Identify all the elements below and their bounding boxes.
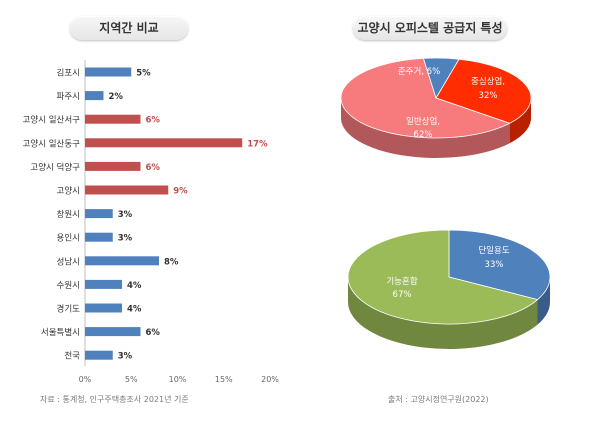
bar [85,161,141,171]
pie-slice-label: 단일용도 [478,245,509,256]
category-label: 고양시 일산동구 [23,138,81,149]
value-label: 4% [127,281,142,291]
pie-slice-label: 일반상업, [406,116,440,127]
pie-slice-label: 33% [485,260,504,270]
value-label: 6% [146,163,161,173]
value-label: 6% [146,116,161,126]
category-label: 고양시 [57,186,80,197]
category-label: 파주시 [57,92,80,102]
bar [85,350,113,360]
pie-slice [448,229,551,301]
x-tick-label: 20% [261,375,279,384]
value-label: 6% [146,328,161,338]
value-label: 3% [118,352,133,362]
pie-slice-label: 67% [393,290,412,300]
value-label: 2% [109,92,124,102]
category-label: 창원시 [57,210,80,220]
bar-chart-source-note: 자료 : 통계청, 인구주택총조사 2021년 기준 [40,395,189,404]
x-tick-label: 10% [169,375,187,384]
pie-chart-title: 고양시 오피스텔 공급지 특성 [353,16,507,40]
pie-slice-label: 중심상업, [471,76,505,87]
pie-slice-label: 32% [479,91,498,101]
pie-slice [422,57,460,99]
pie-slice-label: 62% [414,130,433,140]
bar [85,138,243,148]
bar [85,209,113,219]
pie-slice [347,229,539,325]
bar [85,114,141,124]
pie-chart-2: 단일용도 33% 기능혼합 67% [347,229,551,349]
bar [85,185,169,195]
x-tick-label: 5% [125,375,138,384]
pie-slice-label: 준주거, 6% [398,67,440,77]
category-label: 고양시 일산서구 [23,115,81,126]
category-label: 수원시 [57,281,80,291]
bar [85,67,132,77]
category-label: 전국 [64,351,80,362]
value-label: 3% [118,210,133,220]
pie-chart-1: 중심상업, 32% 일반상업, 62% 준주거, 6% [340,57,532,158]
category-label: 서울특별시 [41,327,80,338]
x-tick-label: 15% [215,375,233,384]
value-label: 5% [136,69,151,79]
value-label: 17% [247,139,268,149]
value-label: 4% [127,305,142,315]
pie-slice-side [348,277,538,349]
pie-chart-source-note: 출처 : 고양시정연구원(2022) [388,395,489,404]
category-label: 용인시 [57,233,80,244]
bar [85,256,159,266]
value-label: 8% [164,257,179,267]
bar [85,303,122,313]
category-label: 성남시 [57,257,80,267]
bar [85,327,141,337]
category-label: 경기도 [57,304,81,315]
bar-chart-title: 지역간 비교 [70,16,188,40]
pie-slice [340,57,511,139]
value-label: 9% [173,187,188,197]
pie-slice-side [340,98,510,158]
bar [85,91,104,101]
pie-slice-side [509,98,531,144]
x-tick-label: 0% [79,375,92,384]
pie-slice-label: 기능혼합 [386,276,417,287]
bar [85,232,113,242]
value-label: 3% [118,234,133,244]
bar [85,279,122,289]
category-label: 김포시 [57,68,80,79]
pie-slice [435,58,532,124]
category-label: 고양시 덕양구 [30,162,80,173]
